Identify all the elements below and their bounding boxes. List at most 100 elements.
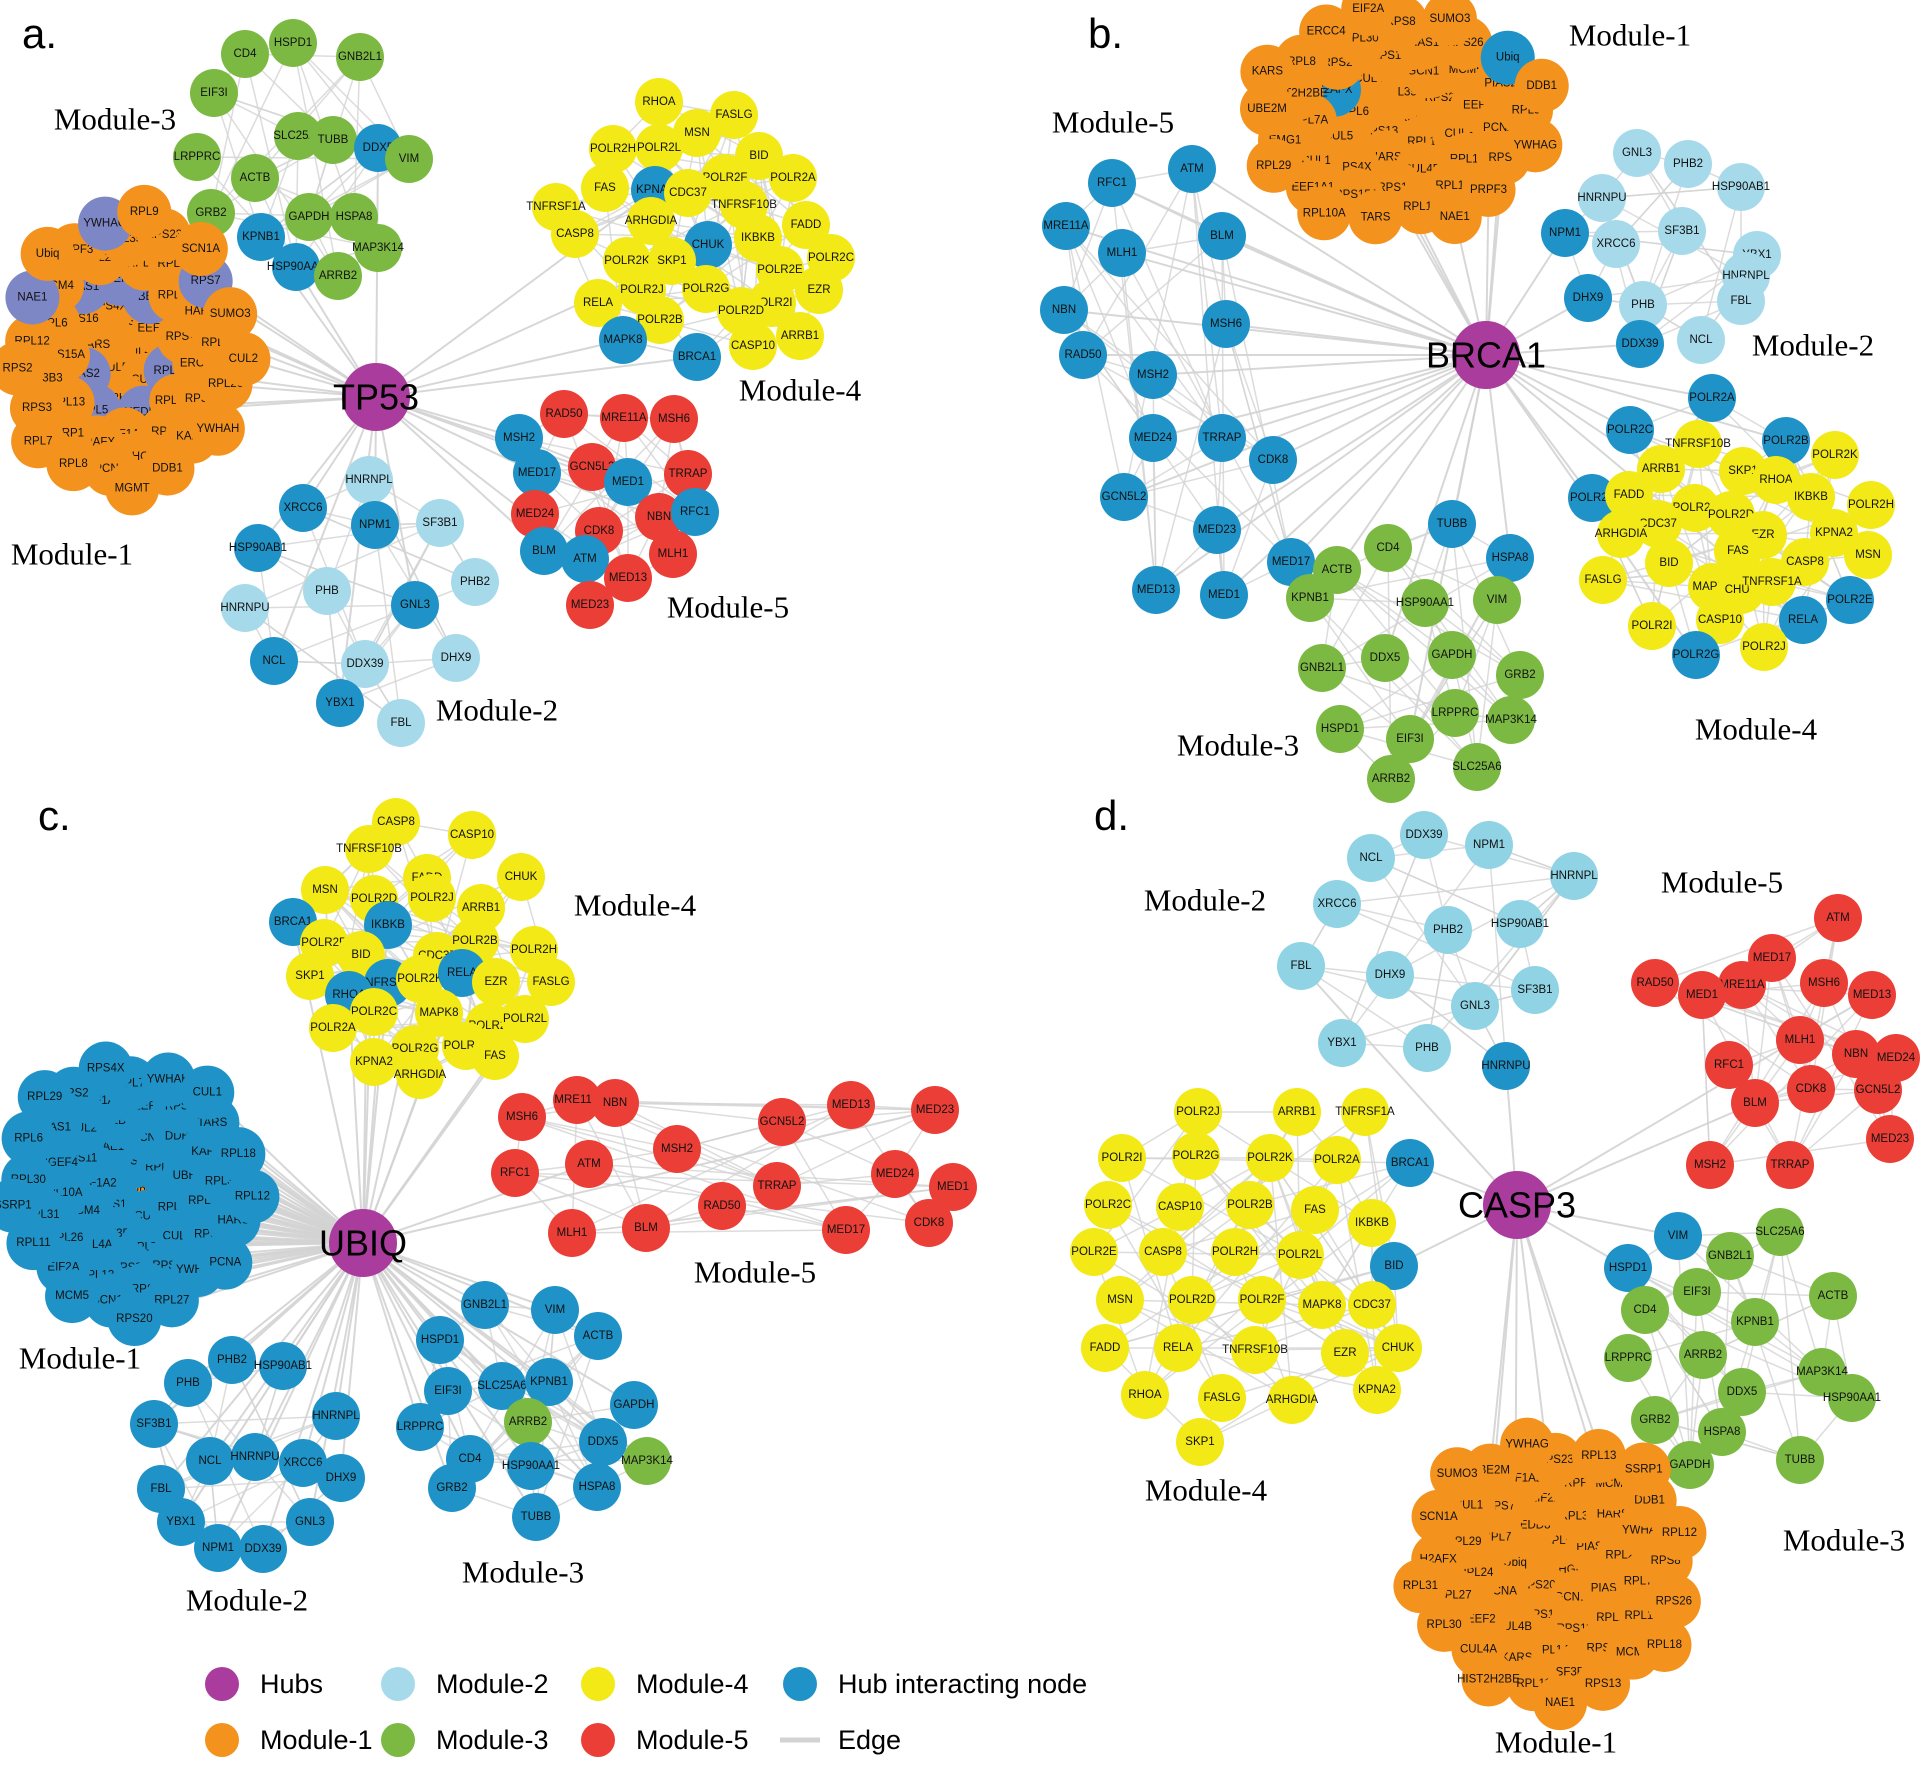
gene-label: ARRB1 bbox=[1642, 463, 1680, 475]
gene-node-NCL bbox=[1677, 316, 1725, 364]
gene-node-FASLG bbox=[1579, 556, 1627, 604]
module-label-module-5: Module-5 bbox=[694, 1255, 816, 1290]
gene-node-MLH1 bbox=[649, 530, 697, 578]
gene-node-RPL29 bbox=[1246, 138, 1301, 193]
gene-label: CDK8 bbox=[1796, 1083, 1827, 1095]
gene-node-PHB bbox=[1403, 1024, 1451, 1072]
gene-label: POLR2E bbox=[1071, 1246, 1117, 1258]
legend-label: Hubs bbox=[260, 1669, 323, 1699]
gene-label: MED24 bbox=[1134, 432, 1173, 444]
edge bbox=[1389, 974, 1536, 991]
gene-label: POLR2B bbox=[637, 314, 683, 326]
gene-label: FAS bbox=[594, 182, 616, 194]
gene-node-RELA bbox=[1779, 596, 1827, 644]
gene-node-ACTB bbox=[231, 154, 279, 202]
gene-node-GNL3 bbox=[286, 1498, 334, 1546]
module-label-module-2: Module-2 bbox=[186, 1583, 308, 1618]
edge bbox=[1516, 1102, 1756, 1206]
gene-label: POLR2J bbox=[1742, 641, 1785, 653]
gene-label: DDX39 bbox=[346, 658, 383, 670]
gene-label: HSP90AB1 bbox=[229, 542, 287, 554]
gene-node-TRRAP bbox=[753, 1162, 801, 1210]
gene-node-POLR2G bbox=[682, 265, 730, 313]
gene-label: ACTB bbox=[1322, 564, 1353, 576]
gene-label: RFC1 bbox=[1097, 177, 1127, 189]
gene-label: MED1 bbox=[612, 476, 644, 488]
gene-label: RPL11 bbox=[16, 1237, 50, 1249]
gene-label: POLR2E bbox=[1827, 594, 1873, 606]
legend-item-Edge: Edge bbox=[780, 1725, 901, 1755]
gene-node-RPL13 bbox=[1571, 1429, 1626, 1484]
gene-node-XRCC6 bbox=[279, 484, 327, 532]
gene-node-HNRNPL bbox=[1550, 852, 1598, 900]
gene-node-POLR2K bbox=[1811, 431, 1859, 479]
gene-node-RELA bbox=[574, 279, 622, 327]
gene-label: POLR2J bbox=[1176, 1106, 1219, 1118]
gene-label: PHB bbox=[315, 585, 339, 597]
gene-label: NBN bbox=[603, 1097, 627, 1109]
hub-node-UBIQ bbox=[329, 1209, 397, 1277]
gene-label: MED17 bbox=[827, 1224, 865, 1236]
gene-label: BLM bbox=[1210, 230, 1234, 242]
gene-label: FBL bbox=[1730, 295, 1752, 307]
gene-node-EIF2A bbox=[1341, 0, 1396, 36]
gene-node-MRE11A bbox=[600, 394, 648, 442]
gene-label: MED23 bbox=[916, 1104, 954, 1116]
gene-label: IKBKB bbox=[1355, 1217, 1389, 1229]
gene-node-ARHGDIA bbox=[1268, 1376, 1316, 1424]
gene-node-CDC37 bbox=[1348, 1281, 1396, 1329]
gene-label: TNFRSF1A bbox=[1335, 1106, 1395, 1118]
gene-node-HSPD1 bbox=[416, 1316, 464, 1364]
gene-label: RPS7 bbox=[191, 275, 221, 287]
gene-node-RHOA bbox=[635, 78, 683, 126]
gene-node-ATM bbox=[1814, 894, 1862, 942]
gene-node-POLR2L bbox=[1276, 1231, 1324, 1279]
gene-label: ARRB1 bbox=[1278, 1106, 1316, 1118]
gene-node-MRE11A bbox=[1718, 961, 1766, 1009]
gene-node-NBN bbox=[635, 493, 683, 541]
gene-node-HSP90AA1 bbox=[1401, 579, 1449, 627]
gene-node-RPL30 bbox=[1417, 1597, 1472, 1652]
gene-label: SSRP1 bbox=[0, 1200, 32, 1212]
gene-label: HSPA8 bbox=[1492, 552, 1529, 564]
edge bbox=[1234, 1251, 1293, 1401]
gene-node-HSP90AB1 bbox=[234, 524, 282, 572]
legend-label: Edge bbox=[838, 1725, 901, 1755]
edge bbox=[1063, 309, 1154, 439]
gene-label: RELA bbox=[1788, 614, 1818, 626]
edge bbox=[1689, 1291, 1698, 1466]
edge bbox=[1485, 354, 1713, 399]
edge bbox=[375, 356, 698, 398]
gene-node-POLR2F bbox=[1238, 1276, 1286, 1324]
gene-node-CHUK bbox=[1374, 1324, 1422, 1372]
gene-node-ARRB1 bbox=[1273, 1088, 1321, 1136]
edge bbox=[362, 1242, 453, 1489]
edge bbox=[362, 1242, 471, 1460]
gene-label: EIF3I bbox=[200, 87, 227, 99]
gene-label: TRRAP bbox=[1203, 432, 1242, 444]
gene-label: PHB2 bbox=[460, 576, 490, 588]
gene-node-SF3B1 bbox=[1511, 966, 1559, 1014]
gene-label: RPL8 bbox=[59, 458, 88, 470]
gene-label: POLR2L bbox=[503, 1013, 548, 1025]
gene-node-FADD bbox=[782, 201, 830, 249]
gene-node-UBE2M bbox=[1240, 81, 1295, 136]
gene-label: KPNB1 bbox=[1736, 1316, 1774, 1328]
gene-node-NCL bbox=[186, 1437, 234, 1485]
edge bbox=[1309, 597, 1478, 768]
gene-label: GAPDH bbox=[1670, 1459, 1711, 1471]
gene-label: MSH6 bbox=[1808, 977, 1840, 989]
gene-label: DDX39 bbox=[1405, 829, 1442, 841]
edge bbox=[1123, 354, 1487, 498]
edge bbox=[1221, 354, 1487, 439]
edge bbox=[1144, 1254, 1301, 1396]
gene-label: GNB2L1 bbox=[463, 1299, 507, 1311]
gene-label: YWHAH bbox=[196, 423, 239, 435]
edge bbox=[1123, 459, 1274, 498]
gene-node-HSP90AB1 bbox=[1496, 900, 1544, 948]
gene-node-RFC1 bbox=[491, 1149, 539, 1197]
gene-node-DDX39 bbox=[341, 640, 389, 688]
gene-label: MSH2 bbox=[661, 1143, 693, 1155]
legend-item-Module-5: Module-5 bbox=[581, 1723, 749, 1757]
gene-node-PHB bbox=[164, 1359, 212, 1407]
